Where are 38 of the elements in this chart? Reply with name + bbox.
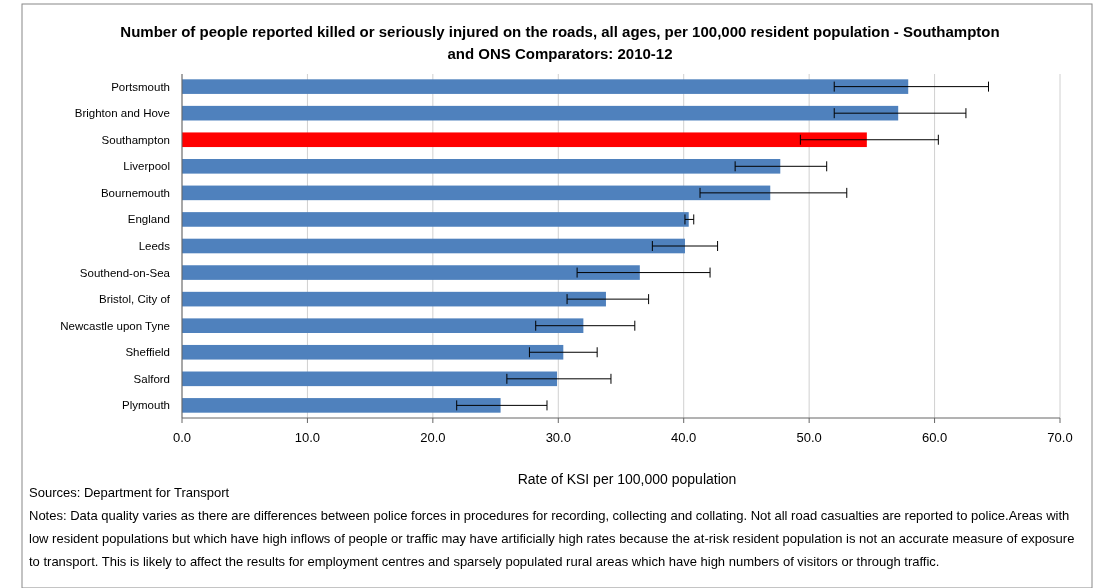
y-tick-label: Salford bbox=[133, 372, 170, 385]
bar bbox=[182, 265, 640, 280]
y-tick-label: England bbox=[127, 213, 170, 226]
bar bbox=[182, 371, 558, 387]
source-note: Sources: Department for Transport bbox=[29, 485, 230, 500]
bar bbox=[182, 398, 501, 413]
y-tick-label: Leeds bbox=[138, 240, 171, 252]
bar bbox=[182, 159, 781, 174]
x-axis-title: Rate of KSI per 100,000 population bbox=[517, 471, 737, 487]
y-tick-label: Portsmouth bbox=[111, 80, 170, 93]
bar bbox=[182, 291, 606, 307]
x-tick-label: 40.0 bbox=[671, 430, 697, 445]
text: Notes: Data quality varies as there are differences between police forces in procedures for recording, collecting and collating. Not all road casualties are reported to police.Areas with low resident populations but which have high inflows of people or traffic may have artificially high rates because the at-risk resident population is not an accurate measure of exposure to transport. This is likely to affect the results for employment centres and sparsely populated rural areas which have high numbers of visitors or through traffic. bbox=[29, 508, 1075, 569]
bar bbox=[182, 344, 564, 360]
x-tick-label: 0.0 bbox=[172, 430, 192, 445]
bar bbox=[182, 318, 584, 333]
x-tick-label: 20.0 bbox=[420, 430, 446, 445]
y-tick-label: Bournemouth bbox=[100, 186, 170, 199]
y-tick-label: Brighton and Hove bbox=[74, 107, 170, 120]
bar bbox=[182, 238, 685, 254]
y-tick-label: Southend-on-Sea bbox=[79, 266, 171, 279]
bar bbox=[182, 132, 867, 148]
x-tick-label: 60.0 bbox=[921, 430, 948, 445]
bar bbox=[182, 79, 909, 94]
bar bbox=[182, 212, 689, 227]
y-tick-label: Newcastle upon Tyne bbox=[60, 319, 170, 332]
bar bbox=[182, 105, 899, 121]
bar bbox=[182, 185, 771, 201]
y-tick-label: Sheffield bbox=[125, 346, 170, 359]
y-tick-label: Bristol, City of bbox=[99, 293, 171, 306]
y-tick-label: Southampton bbox=[101, 133, 170, 146]
x-tick-label: 30.0 bbox=[545, 430, 571, 445]
x-tick-label: 70.0 bbox=[1047, 430, 1073, 445]
x-tick-label: 50.0 bbox=[796, 430, 822, 445]
y-tick-label: Plymouth bbox=[122, 399, 170, 412]
x-tick-label: 10.0 bbox=[294, 430, 321, 445]
chart-title: Number of people reported killed or seriously injured on the roads, all ages, per 100,000 resident population - Southampton and ONS Comparators: 2010-12 bbox=[120, 23, 1000, 62]
y-tick-label: Liverpool bbox=[123, 160, 170, 173]
